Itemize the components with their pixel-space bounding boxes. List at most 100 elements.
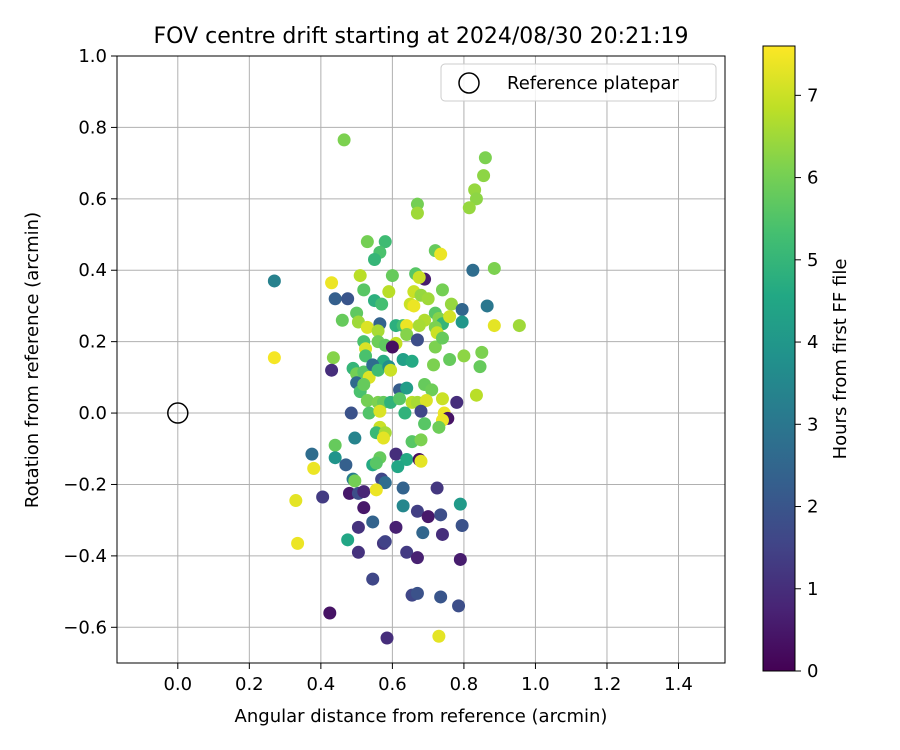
data-point — [326, 351, 340, 365]
data-point — [357, 501, 371, 515]
data-point — [378, 535, 392, 549]
colorbar-tick-label: 6 — [807, 168, 818, 189]
x-tick-label: 0.8 — [450, 674, 479, 695]
data-point — [353, 269, 367, 283]
legend-entry: Reference platepar — [507, 73, 679, 94]
data-point — [416, 526, 430, 540]
data-point — [351, 545, 365, 559]
data-point — [368, 253, 382, 267]
data-point — [328, 438, 342, 452]
data-point — [462, 201, 476, 215]
y-tick-label: 0.8 — [78, 117, 107, 138]
data-point — [444, 297, 458, 311]
data-point — [337, 133, 351, 147]
x-tick-label: 0.2 — [235, 674, 264, 695]
data-point — [477, 169, 491, 183]
data-point — [357, 485, 371, 499]
data-point — [478, 151, 492, 165]
grid-lines — [117, 55, 725, 663]
y-axis-ticks: 1.0 0.8 0.6 0.4 0.2 0.0 −0.2 −0.4 −0.6 — [63, 46, 117, 638]
data-point — [435, 392, 449, 406]
data-point — [342, 486, 356, 500]
data-point — [487, 261, 501, 275]
data-point — [366, 572, 380, 586]
colorbar-tick-label: 4 — [807, 332, 818, 353]
data-point — [400, 319, 414, 333]
reference-platepar-marker — [167, 402, 189, 424]
data-point — [267, 274, 281, 288]
data-point — [344, 406, 358, 420]
data-point — [360, 235, 374, 249]
data-point — [410, 206, 424, 220]
legend-marker-icon — [458, 72, 480, 94]
y-tick-label: 1.0 — [78, 46, 107, 67]
data-point — [455, 519, 469, 533]
data-point — [378, 235, 392, 249]
data-point — [428, 340, 442, 354]
data-point — [357, 377, 371, 391]
colorbar: 0 1 2 3 4 5 6 7 Hours from first FF file — [762, 45, 851, 682]
data-point — [289, 494, 303, 508]
colorbar-tick-label: 1 — [807, 579, 818, 600]
data-point — [360, 320, 374, 334]
data-point — [341, 533, 355, 547]
data-point — [393, 392, 407, 406]
x-tick-label: 0.4 — [307, 674, 336, 695]
data-point — [267, 351, 281, 365]
data-point — [435, 527, 449, 541]
data-point — [434, 590, 448, 604]
y-tick-label: 0.2 — [78, 332, 107, 353]
data-point — [357, 283, 371, 297]
data-point — [366, 515, 380, 529]
data-point — [425, 383, 439, 397]
data-point — [351, 520, 365, 534]
data-point — [480, 299, 494, 313]
data-point — [328, 451, 342, 465]
data-point — [400, 328, 414, 342]
data-point — [443, 353, 457, 366]
data-point — [371, 324, 385, 338]
data-point — [400, 381, 414, 395]
data-point — [385, 269, 399, 283]
data-point — [389, 520, 403, 534]
data-point — [339, 458, 353, 472]
data-point — [432, 420, 446, 434]
legend-box — [440, 63, 717, 102]
data-point — [453, 497, 467, 511]
data-point — [389, 447, 403, 461]
data-point — [419, 394, 433, 408]
data-point — [457, 349, 471, 363]
data-point — [450, 395, 464, 409]
colorbar-tick-label: 2 — [807, 497, 818, 518]
data-point — [369, 483, 383, 497]
data-point — [325, 363, 339, 377]
data-point — [410, 197, 424, 211]
data-point — [382, 285, 396, 299]
data-point — [432, 629, 446, 643]
colorbar-ticks: 0 1 2 3 4 5 6 7 — [795, 85, 818, 682]
chart-title: FOV centre drift starting at 2024/08/30 … — [154, 24, 689, 49]
data-point — [421, 510, 435, 524]
data-point — [410, 586, 424, 600]
data-point — [371, 363, 385, 377]
data-point — [434, 247, 448, 261]
x-tick-label: 1.4 — [664, 674, 693, 695]
data-point — [360, 394, 374, 408]
data-point — [412, 270, 426, 284]
x-axis-ticks: 0.0 0.2 0.4 0.6 0.8 1.0 1.2 1.4 — [163, 663, 693, 695]
data-point — [410, 551, 424, 565]
colorbar-gradient — [762, 45, 796, 672]
data-point — [421, 292, 435, 306]
data-point — [373, 404, 387, 418]
data-point — [466, 263, 480, 277]
data-point — [375, 297, 389, 311]
data-point — [473, 360, 487, 374]
x-tick-label: 0.6 — [378, 674, 407, 695]
data-points — [267, 133, 526, 645]
data-point — [396, 499, 410, 513]
data-point — [316, 490, 330, 504]
data-point — [414, 433, 428, 447]
data-point — [410, 504, 424, 518]
